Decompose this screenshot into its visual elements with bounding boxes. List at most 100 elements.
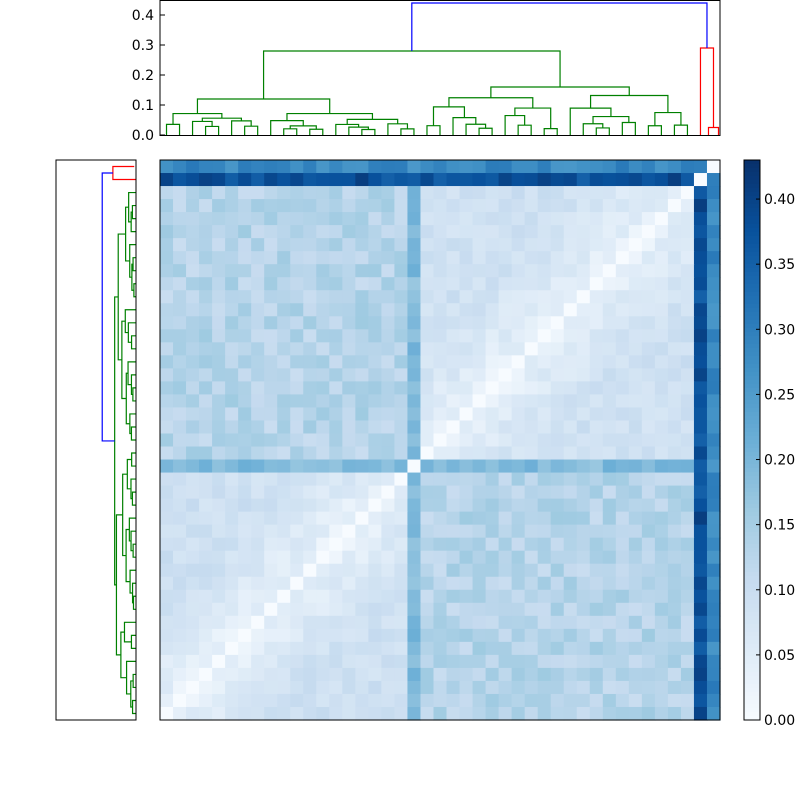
- heatmap-cell: [420, 498, 435, 513]
- heatmap-cell: [628, 160, 643, 174]
- heatmap-cell: [706, 641, 721, 656]
- heatmap-cell: [251, 199, 265, 213]
- heatmap-cell: [641, 277, 656, 291]
- heatmap-cell: [407, 667, 422, 682]
- heatmap-cell: [589, 693, 604, 708]
- heatmap-cell: [680, 186, 695, 200]
- dendrogram-link: [654, 111, 682, 126]
- heatmap-cell: [693, 667, 708, 682]
- heatmap-cell: [303, 654, 317, 669]
- heatmap-cell: [550, 277, 565, 291]
- heatmap-cell: [420, 342, 435, 356]
- heatmap-cell: [407, 680, 422, 695]
- heatmap-cell: [433, 693, 448, 708]
- heatmap-cell: [316, 537, 330, 552]
- colorbar-segment: [744, 696, 760, 701]
- heatmap-cell: [602, 238, 617, 252]
- heatmap-cell: [654, 615, 669, 630]
- heatmap-cell: [485, 342, 500, 356]
- heatmap-cell: [654, 394, 669, 409]
- top-dendrogram: 0.00.10.20.30.4: [132, 2, 720, 144]
- heatmap-cell: [433, 667, 448, 682]
- heatmap-cell: [264, 407, 278, 422]
- heatmap-cell: [225, 433, 239, 448]
- heatmap-cell: [563, 615, 578, 630]
- heatmap-cell: [706, 186, 721, 200]
- heatmap-cell: [160, 550, 174, 565]
- heatmap-cell: [420, 524, 435, 539]
- heatmap-cell: [459, 511, 474, 526]
- heatmap-cell: [693, 641, 708, 656]
- heatmap-cell: [472, 537, 487, 552]
- heatmap-cell: [615, 602, 630, 617]
- heatmap-cell: [576, 420, 591, 435]
- heatmap-cell: [238, 472, 252, 487]
- heatmap-cell: [485, 602, 500, 617]
- heatmap-cell: [511, 199, 526, 213]
- heatmap-cell: [550, 511, 565, 526]
- heatmap-cell: [537, 537, 552, 552]
- heatmap-cell: [329, 615, 343, 630]
- heatmap-cell: [381, 303, 396, 317]
- heatmap-cell: [654, 342, 669, 356]
- heatmap-cell: [342, 303, 356, 317]
- heatmap-cell: [277, 446, 291, 461]
- heatmap-cell: [654, 186, 669, 200]
- heatmap-cell: [329, 589, 343, 604]
- heatmap-cell: [212, 680, 226, 695]
- heatmap-cell: [459, 355, 474, 369]
- colorbar-segment: [744, 512, 760, 517]
- heatmap-cell: [459, 186, 474, 200]
- heatmap-cell: [342, 628, 356, 643]
- heatmap-cell: [355, 303, 369, 317]
- colorbar-segment: [744, 392, 760, 397]
- colorbar-segment: [744, 688, 760, 693]
- heatmap-cell: [225, 446, 239, 461]
- heatmap-cell: [199, 394, 213, 409]
- heatmap-cell: [199, 186, 213, 200]
- colorbar-segment: [744, 648, 760, 653]
- colorbar-segment: [744, 640, 760, 645]
- heatmap-cell: [446, 628, 461, 643]
- heatmap-cell: [407, 186, 422, 200]
- heatmap-cell: [537, 355, 552, 369]
- heatmap-cell: [355, 199, 369, 213]
- heatmap-cell: [342, 238, 356, 252]
- heatmap-cell: [459, 680, 474, 695]
- heatmap-cell: [251, 420, 265, 435]
- heatmap-cell: [693, 173, 708, 187]
- heatmap-cell: [420, 511, 435, 526]
- heatmap-cell: [563, 420, 578, 435]
- heatmap-cell: [433, 277, 448, 291]
- heatmap-cell: [511, 173, 526, 187]
- heatmap-cell: [576, 628, 591, 643]
- heatmap-cell: [589, 563, 604, 578]
- heatmap-cell: [238, 277, 252, 291]
- dendrogram-link: [129, 413, 136, 435]
- heatmap-cell: [355, 381, 369, 396]
- heatmap-cell: [485, 706, 500, 721]
- heatmap-cell: [628, 615, 643, 630]
- heatmap-cell: [303, 511, 317, 526]
- heatmap-cell: [524, 394, 539, 409]
- heatmap-cell: [199, 524, 213, 539]
- heatmap-cell: [576, 264, 591, 278]
- heatmap-cell: [589, 537, 604, 552]
- heatmap-cell: [485, 329, 500, 343]
- heatmap-cell: [693, 446, 708, 461]
- heatmap-cell: [173, 628, 187, 643]
- heatmap-cell: [654, 706, 669, 721]
- heatmap-cell: [264, 641, 278, 656]
- heatmap-cell: [654, 511, 669, 526]
- heatmap-cell: [602, 628, 617, 643]
- heatmap-cell: [212, 641, 226, 656]
- heatmap-cell: [329, 407, 343, 422]
- heatmap-cell: [667, 680, 682, 695]
- heatmap-cell: [329, 316, 343, 330]
- heatmap-cell: [498, 459, 513, 474]
- heatmap-cell: [472, 199, 487, 213]
- dendrogram-link: [426, 125, 441, 135]
- heatmap-cell: [316, 173, 330, 187]
- heatmap-cell: [615, 342, 630, 356]
- heatmap-cell: [381, 186, 396, 200]
